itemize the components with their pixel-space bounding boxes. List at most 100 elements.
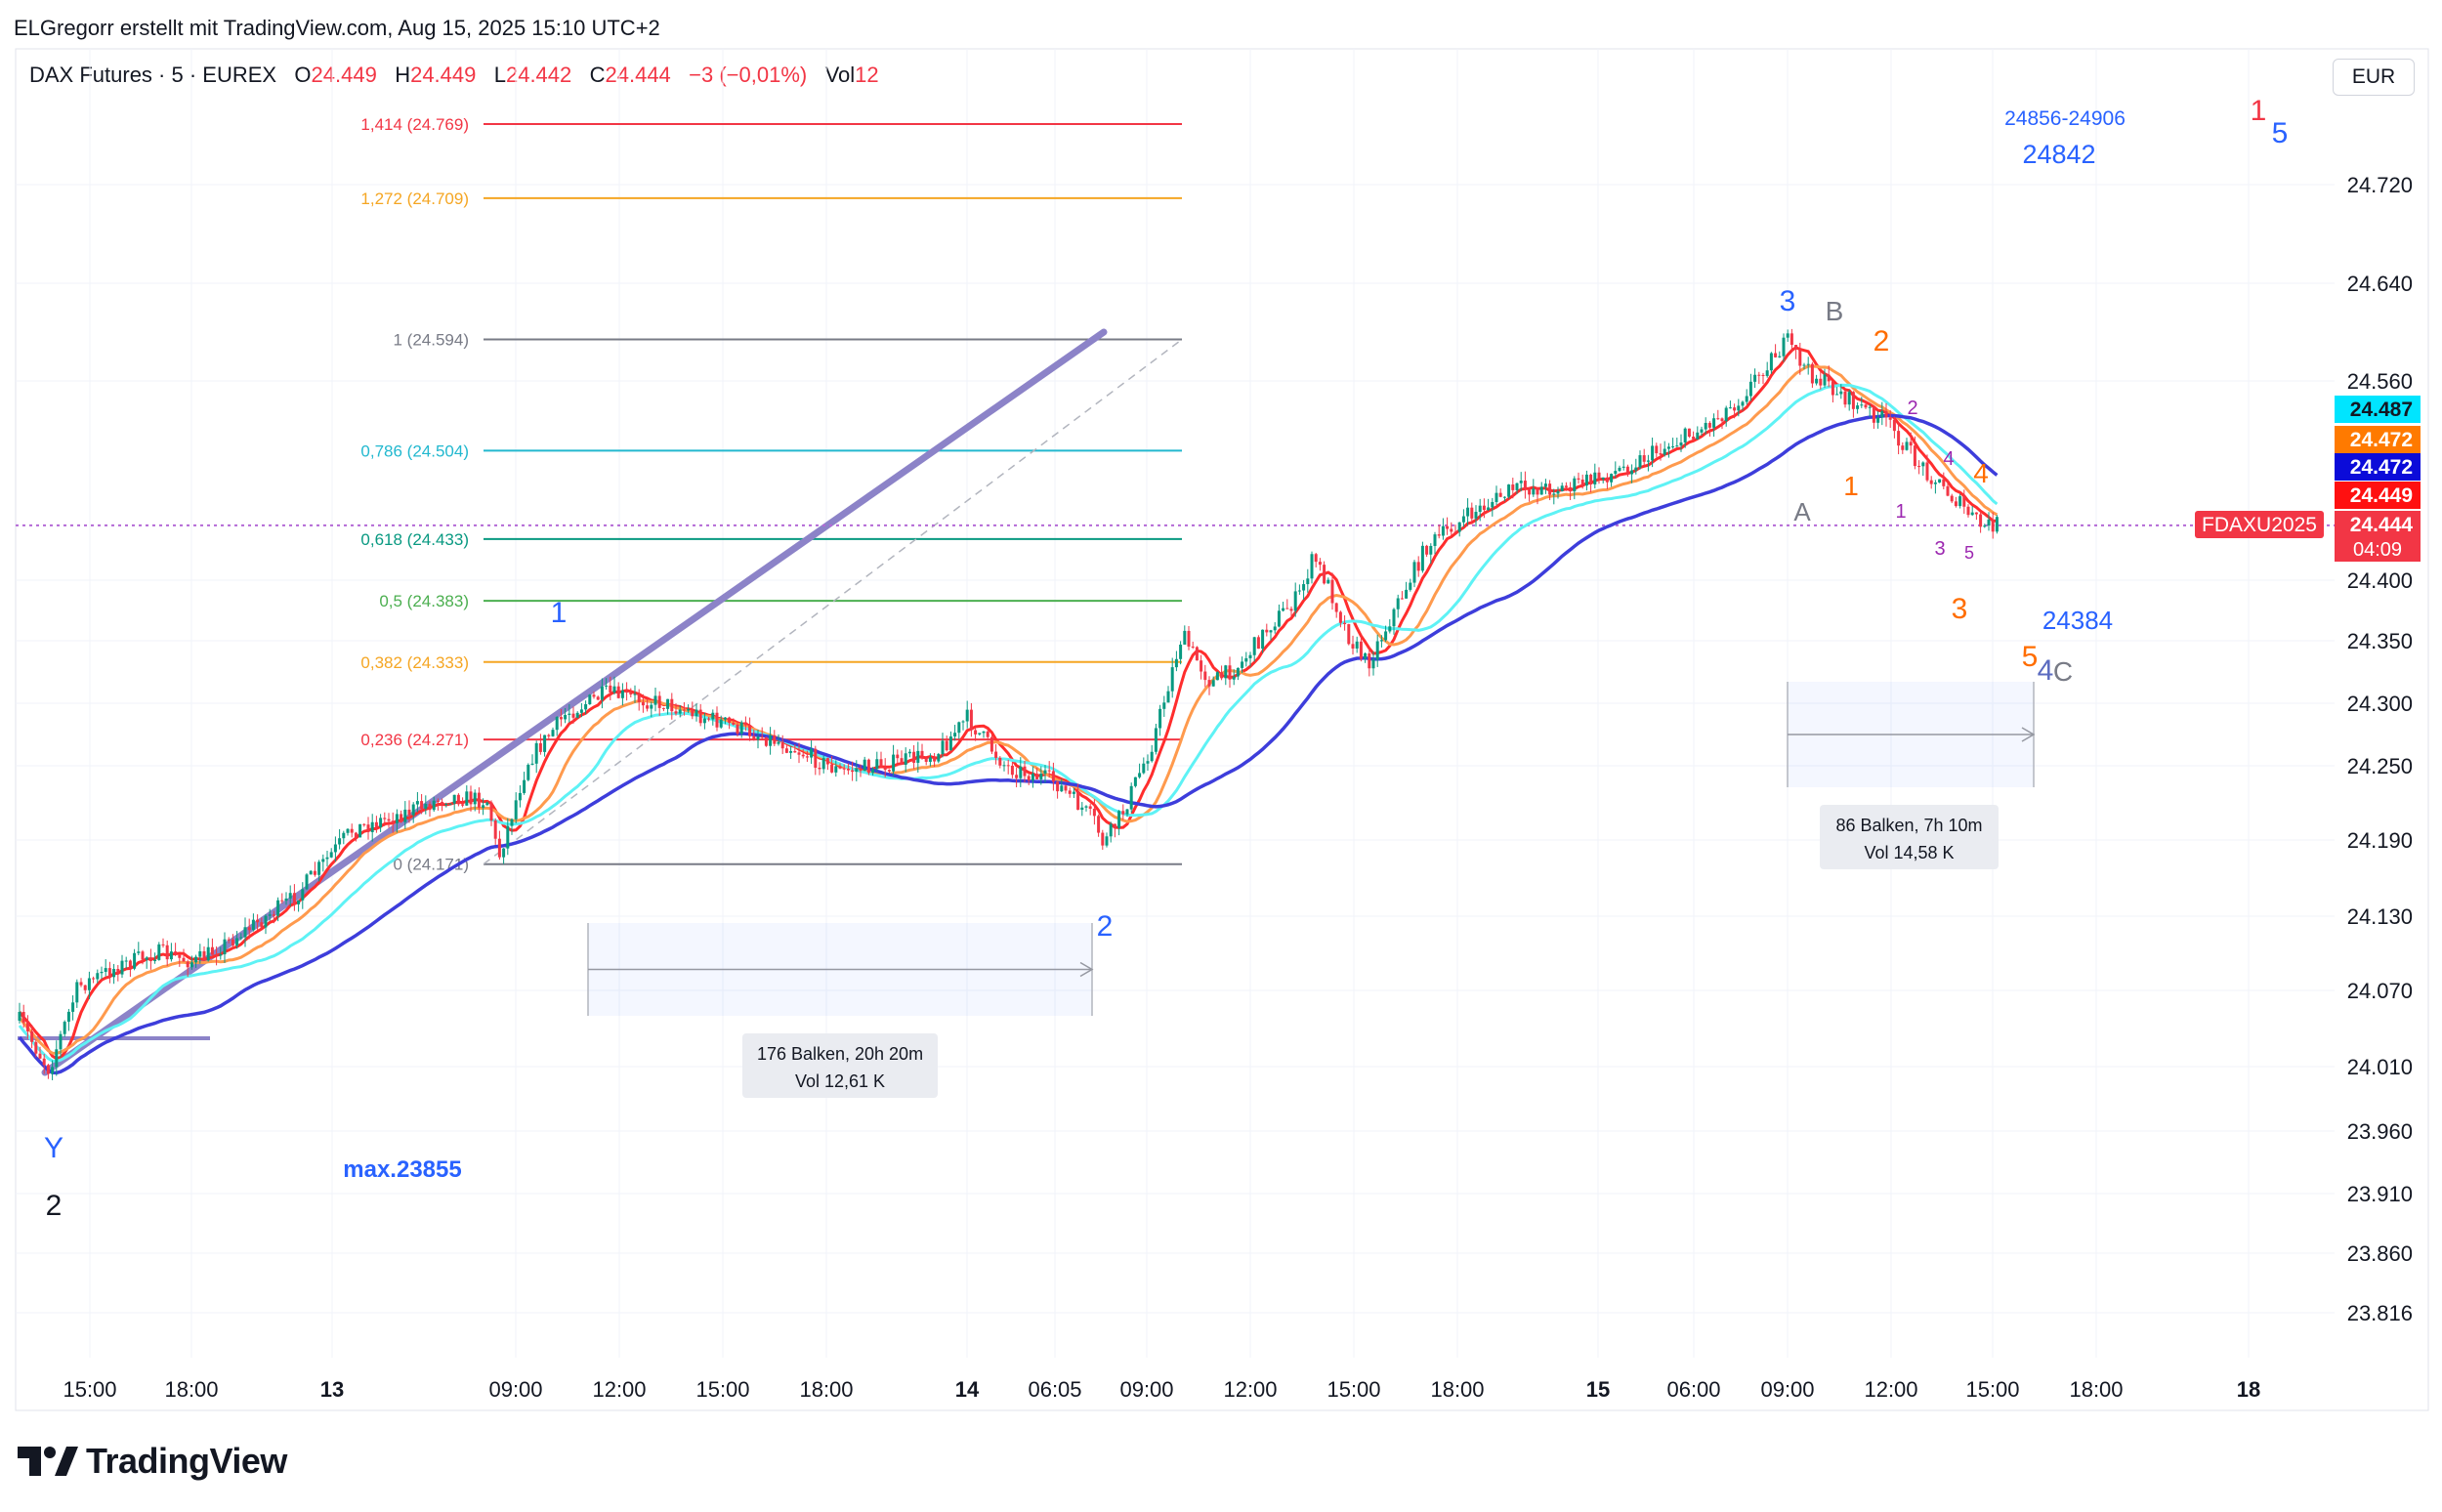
candle-body <box>1441 525 1445 536</box>
candle-body <box>732 722 736 725</box>
wave-label: 24842 <box>2022 140 2095 169</box>
fib-level-label: 1,272 (24.709) <box>360 189 469 208</box>
candle-body <box>953 733 957 736</box>
candle-body <box>1970 512 1974 516</box>
candlesticks <box>18 328 1999 1080</box>
candle-body <box>702 718 706 724</box>
time-tick-label: 18:00 <box>2069 1377 2123 1402</box>
candle-body <box>1692 436 1696 440</box>
candle-body <box>297 900 301 904</box>
candle-body <box>728 717 732 723</box>
candle-body <box>395 814 399 823</box>
candle-body <box>924 758 928 762</box>
candle-body <box>309 870 313 875</box>
candle-body <box>1564 485 1568 487</box>
candle-body <box>543 735 547 752</box>
candle-body <box>1815 378 1819 384</box>
candle-body <box>227 939 231 941</box>
candle-body <box>411 804 415 816</box>
fib-trend-dashed <box>483 338 1183 865</box>
candle-body <box>280 900 284 902</box>
candle-body <box>362 823 366 825</box>
candle-body <box>63 1022 66 1034</box>
candle-body <box>1839 391 1843 395</box>
candle-body <box>400 814 403 822</box>
candle-body <box>92 978 96 980</box>
candle-body <box>313 870 316 875</box>
candle-body <box>59 1033 63 1050</box>
symbol-legend: DAX Futures · 5 · EUREX O24.449 H24.449 … <box>29 63 879 88</box>
candle-body <box>96 973 100 980</box>
candle-body <box>1601 477 1605 480</box>
candle-body <box>1765 370 1769 376</box>
candle-body <box>358 823 362 838</box>
candle-body <box>342 832 346 839</box>
candle-body <box>821 758 825 770</box>
candle-body <box>112 968 116 978</box>
candle-body <box>1851 392 1855 409</box>
candle-body <box>748 725 752 736</box>
candle-body <box>1958 496 1962 507</box>
fibonacci-retracement: 1,414 (24.769) 1,272 (24.709) 1 (24.594) 0,… <box>360 115 1183 874</box>
candle-body <box>465 791 469 806</box>
candle-body <box>736 724 739 735</box>
countdown-tag <box>2335 536 2421 562</box>
candle-body <box>329 852 333 858</box>
chart-publisher-header: ELGregorr erstellt mit TradingView.com, … <box>14 16 660 40</box>
wave-label: 3 <box>1934 538 1945 560</box>
candle-body <box>670 698 674 712</box>
candle-body <box>1880 410 1884 418</box>
candle-body <box>851 770 855 773</box>
candle-body <box>1638 455 1642 468</box>
candle-body <box>1446 525 1450 529</box>
candle-body <box>1831 381 1834 396</box>
candle-body <box>1129 785 1133 810</box>
candle-body <box>1450 528 1453 532</box>
currency-selector[interactable]: EUR <box>2333 59 2415 96</box>
candle-body <box>1183 630 1187 645</box>
candle-body <box>575 712 579 718</box>
close-label: C <box>589 63 606 87</box>
candle-body <box>1621 466 1625 468</box>
candle-body <box>1232 676 1236 680</box>
candle-body <box>75 982 79 1003</box>
candle-body <box>1211 680 1215 687</box>
candle-body <box>1856 405 1860 409</box>
candle-body <box>1888 417 1892 420</box>
candle-body <box>1724 407 1728 422</box>
candle-body <box>133 952 137 969</box>
candle-body <box>609 685 612 693</box>
measure-arrow-head <box>2021 727 2036 742</box>
candle-body <box>1142 763 1146 774</box>
candle-body <box>1347 624 1351 645</box>
candle-body <box>830 764 834 773</box>
price-axis-tag-label: 24.487 <box>2350 399 2413 421</box>
candle-body <box>1983 525 1987 527</box>
time-tick-label: 15:00 <box>695 1377 749 1402</box>
candle-body <box>1162 702 1166 709</box>
candle-body <box>838 766 842 769</box>
candle-body <box>1297 590 1301 592</box>
candle-body <box>165 945 169 960</box>
candle-body <box>141 951 145 960</box>
candle-body <box>978 733 982 735</box>
candle-body <box>30 1030 34 1042</box>
candle-body <box>1384 631 1388 641</box>
candle-body <box>1200 660 1203 672</box>
candle-body <box>1433 534 1437 546</box>
candle-body <box>1293 591 1297 611</box>
candle-body <box>1823 374 1827 386</box>
symbol-name[interactable]: DAX Futures · 5 · EUREX <box>29 63 277 87</box>
candle-body <box>1864 404 1868 408</box>
price-axis-tag-label: 24.444 <box>2350 514 2414 536</box>
candle-body <box>752 735 756 740</box>
candle-body <box>71 1002 75 1012</box>
candle-body <box>1174 658 1178 668</box>
candle-body <box>687 709 691 711</box>
candle-body <box>1220 672 1224 679</box>
candle-body <box>596 696 600 700</box>
candle-body <box>859 768 863 772</box>
candle-body <box>1343 622 1347 625</box>
tradingview-logo[interactable]: TradingView <box>18 1441 287 1482</box>
